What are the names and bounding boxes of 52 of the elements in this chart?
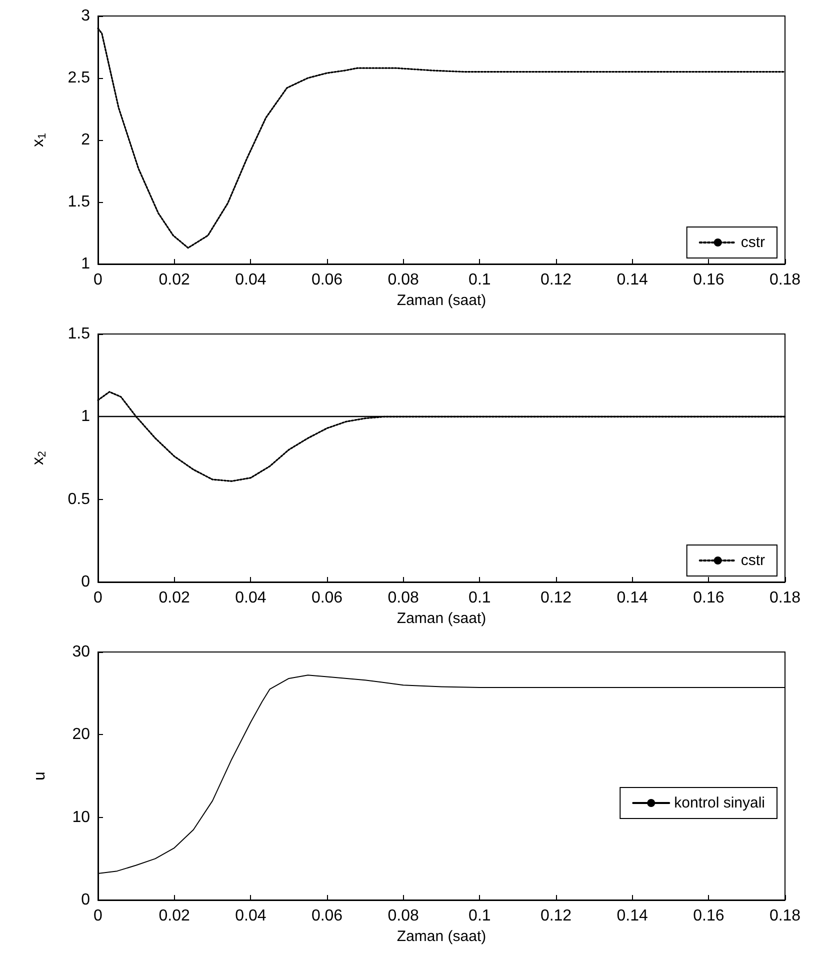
x-axis-title: Zaman (saat): [396, 928, 486, 945]
y-tick-label: 1: [81, 256, 90, 272]
x-tick-label: 0.14: [616, 590, 648, 606]
x-tick-label: 0.08: [388, 590, 420, 606]
y-tick-label: 30: [72, 644, 90, 660]
y-axis-title: x1: [30, 132, 48, 148]
y-tick-label: 1.5: [68, 326, 90, 342]
x-tick-label: 0: [94, 590, 103, 606]
x-tick-label: 0.1: [468, 590, 491, 606]
y-tick-label: 20: [72, 726, 90, 744]
x-tick-label: 0.16: [693, 908, 724, 924]
x-tick-label: 0.08: [388, 272, 420, 288]
y-tick-label: 2.5: [68, 70, 90, 86]
x-tick-label: 0.12: [540, 590, 572, 606]
x-tick-label: 0.04: [235, 590, 266, 606]
x-tick-label: 0.02: [158, 272, 190, 288]
y-tick-label: 10: [72, 808, 90, 826]
x-tick-label: 0.14: [616, 908, 648, 924]
x-tick-label: 0.1: [468, 908, 491, 924]
x-axis-title: Zaman (saat): [396, 610, 486, 627]
x-tick-label: 0.08: [388, 908, 420, 924]
x-tick-label: 0.02: [158, 908, 190, 924]
y-axis-title: u: [32, 772, 48, 780]
y-tick-label: 1: [81, 408, 90, 426]
y-tick-label: 0: [81, 892, 90, 908]
x-axis-title: Zaman (saat): [396, 292, 486, 309]
x-tick-label: 0.1: [468, 272, 491, 288]
y-tick-label: 3: [81, 8, 90, 24]
x-tick-label: 0.06: [311, 908, 343, 924]
x-tick-label: 0: [94, 908, 103, 924]
x-tick-label: 0.04: [235, 272, 266, 288]
legend-label: cstr: [740, 234, 766, 251]
legend-label: cstr: [740, 552, 766, 569]
x-tick-label: 0.18: [769, 272, 801, 288]
x-tick-label: 0.16: [693, 272, 724, 288]
x-tick-label: 0.12: [540, 908, 572, 924]
x-tick-label: 0.12: [540, 272, 572, 288]
legend-label: kontrol sinyali: [674, 794, 766, 812]
x-tick-label: 0.18: [769, 908, 801, 924]
x-tick-label: 0.16: [693, 590, 724, 606]
x-tick-label: 0: [94, 272, 103, 288]
y-tick-label: 1.5: [68, 194, 90, 210]
x-tick-label: 0.04: [235, 908, 266, 924]
x-tick-label: 0.14: [616, 272, 648, 288]
y-tick-label: 0: [81, 574, 90, 590]
x-tick-label: 0.06: [311, 590, 343, 606]
y-tick-label: 0.5: [68, 490, 90, 508]
x-tick-label: 0.02: [158, 590, 190, 606]
y-axis-title: x2: [30, 450, 48, 466]
x-tick-label: 0.06: [311, 272, 343, 288]
x-tick-label: 0.18: [769, 590, 801, 606]
y-tick-label: 2: [81, 132, 90, 148]
